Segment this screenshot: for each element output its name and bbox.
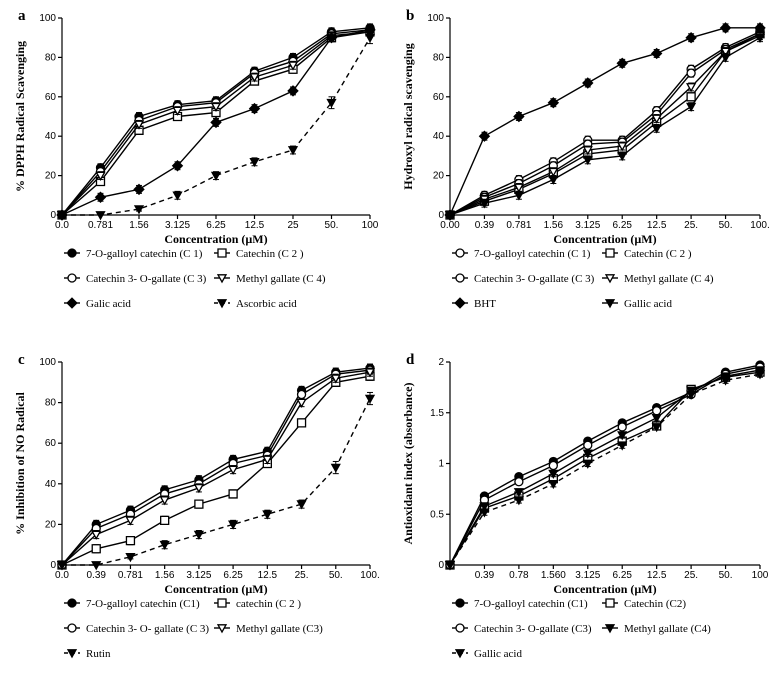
- svg-text:d: d: [406, 352, 415, 368]
- svg-text:60: 60: [45, 438, 57, 449]
- svg-text:Galic acid: Galic acid: [86, 298, 131, 310]
- svg-text:7-O-galloyl catechin (C 1): 7-O-galloyl catechin (C 1): [474, 248, 591, 260]
- svg-text:6.25: 6.25: [612, 570, 632, 581]
- svg-text:100: 100: [39, 357, 56, 368]
- svg-text:12.5: 12.5: [647, 220, 667, 231]
- panel-d: d 0 0.5 1 1.5 2 Antioxidant index (absorbance)…: [401, 352, 769, 660]
- svg-text:Concentration (µM): Concentration (µM): [164, 582, 267, 596]
- svg-text:50.: 50.: [329, 570, 343, 581]
- svg-text:Hydroxyl radical scavenging: Hydroxyl radical scavenging: [401, 43, 415, 189]
- svg-text:Methyl gallate (C3): Methyl gallate (C3): [236, 623, 323, 635]
- svg-text:100.: 100.: [750, 220, 769, 231]
- svg-text:40: 40: [45, 479, 57, 490]
- svg-text:3.125: 3.125: [575, 220, 600, 231]
- svg-text:Gallic acid: Gallic acid: [624, 298, 672, 310]
- svg-text:Concentration (µM): Concentration (µM): [164, 232, 267, 246]
- svg-text:50.: 50.: [719, 570, 733, 581]
- svg-text:Methyl gallate (C 4): Methyl gallate (C 4): [236, 273, 326, 285]
- svg-text:25.: 25.: [295, 570, 309, 581]
- svg-text:40: 40: [433, 131, 445, 142]
- svg-text:Catechin 3- O-gallate (C 3): Catechin 3- O-gallate (C 3): [86, 273, 207, 285]
- svg-text:25: 25: [287, 220, 299, 231]
- svg-text:0.781: 0.781: [506, 220, 531, 231]
- svg-text:% Inhibition of NO Radical: % Inhibition of NO Radical: [13, 391, 27, 534]
- svg-text:0.39: 0.39: [475, 570, 495, 581]
- svg-text:Catechin (C2): Catechin (C2): [624, 598, 686, 610]
- svg-text:25.: 25.: [684, 220, 698, 231]
- svg-text:80: 80: [433, 52, 445, 63]
- svg-text:% DPPH Radical Scavenging: % DPPH Radical Scavenging: [13, 41, 27, 192]
- svg-text:50.: 50.: [325, 220, 339, 231]
- svg-text:Catechin (C 2 ): Catechin (C 2 ): [624, 248, 692, 260]
- svg-text:60: 60: [45, 92, 57, 103]
- svg-text:3.125: 3.125: [186, 570, 211, 581]
- svg-text:1.56: 1.56: [544, 220, 564, 231]
- svg-text:7-O-galloyl catechin (C 1): 7-O-galloyl catechin (C 1): [86, 248, 203, 260]
- svg-text:3.125: 3.125: [165, 220, 190, 231]
- svg-text:20: 20: [45, 171, 57, 182]
- svg-text:Catechin (C 2 ): Catechin (C 2 ): [236, 248, 304, 260]
- svg-text:Gallic acid: Gallic acid: [474, 648, 522, 660]
- svg-text:25.: 25.: [684, 570, 698, 581]
- svg-text:6.25: 6.25: [206, 220, 226, 231]
- svg-text:100.: 100.: [360, 570, 379, 581]
- svg-text:100: 100: [39, 13, 56, 24]
- figure-svg: a 0 20 40 60 80 100 % DPPH Radical Scavenging 0.…: [0, 0, 784, 686]
- svg-text:60: 60: [433, 92, 445, 103]
- svg-text:catechin (C 2 ): catechin (C 2 ): [236, 598, 301, 610]
- svg-text:Concentration (µM): Concentration (µM): [553, 232, 656, 246]
- svg-text:Catechin 3- O- gallate (C 3): Catechin 3- O- gallate (C 3): [86, 623, 209, 635]
- svg-text:20: 20: [45, 519, 57, 530]
- svg-text:b: b: [406, 8, 414, 24]
- svg-text:1.56: 1.56: [129, 220, 149, 231]
- svg-text:Methyl gallate (C4): Methyl gallate (C4): [624, 623, 711, 635]
- panel-a: a020406080100% DPPH Radical Scavenging0.…: [13, 8, 379, 310]
- svg-text:0.78: 0.78: [509, 570, 529, 581]
- svg-text:1.5: 1.5: [430, 408, 444, 419]
- svg-text:6.25: 6.25: [223, 570, 243, 581]
- svg-text:80: 80: [45, 52, 57, 63]
- svg-text:6.25: 6.25: [612, 220, 632, 231]
- svg-text:0.39: 0.39: [86, 570, 106, 581]
- svg-text:12.5: 12.5: [258, 570, 278, 581]
- panel-c: c020406080100% Inhibition of NO Radical0…: [13, 352, 380, 660]
- svg-text:1.56: 1.56: [155, 570, 175, 581]
- svg-text:40: 40: [45, 131, 57, 142]
- svg-text:c: c: [18, 352, 25, 368]
- svg-text:0.781: 0.781: [118, 570, 143, 581]
- svg-text:0.39: 0.39: [475, 220, 495, 231]
- svg-text:12.5: 12.5: [245, 220, 265, 231]
- svg-text:0.781: 0.781: [88, 220, 113, 231]
- svg-text:50.: 50.: [719, 220, 733, 231]
- svg-text:BHT: BHT: [474, 298, 496, 310]
- svg-text:3.125: 3.125: [575, 570, 600, 581]
- panel-b: b020406080100Hydroxyl radical scavenging…: [401, 8, 770, 310]
- svg-text:Catechin 3- O-gallate (C 3): Catechin 3- O-gallate (C 3): [474, 273, 595, 285]
- svg-text:0.00: 0.00: [440, 220, 460, 231]
- svg-text:1: 1: [438, 459, 444, 470]
- svg-text:0.0: 0.0: [55, 570, 69, 581]
- svg-text:100: 100: [362, 220, 379, 231]
- svg-text:100: 100: [427, 13, 444, 24]
- svg-text:Catechin 3- O-gallate (C3): Catechin 3- O-gallate (C3): [474, 623, 592, 635]
- svg-text:100: 100: [752, 570, 769, 581]
- svg-text:1.560: 1.560: [541, 570, 566, 581]
- svg-text:20: 20: [433, 171, 445, 182]
- svg-text:Ascorbic acid: Ascorbic acid: [236, 298, 297, 310]
- svg-text:7-O-galloyl catechin (C1): 7-O-galloyl catechin (C1): [86, 598, 200, 610]
- svg-text:Rutin: Rutin: [86, 648, 111, 660]
- svg-text:Concentration (µM): Concentration (µM): [553, 582, 656, 596]
- svg-text:0.0: 0.0: [55, 220, 69, 231]
- svg-text:7-O-galloyl catechin (C1): 7-O-galloyl catechin (C1): [474, 598, 588, 610]
- svg-text:2: 2: [438, 357, 444, 368]
- svg-text:Methyl gallate (C 4): Methyl gallate (C 4): [624, 273, 714, 285]
- figure-root: { "figure": { "width_px": 784, "height_p…: [0, 0, 784, 686]
- svg-text:12.5: 12.5: [647, 570, 667, 581]
- svg-text:Antioxidant index (absorbance): Antioxidant index (absorbance): [401, 382, 415, 544]
- svg-text:0: 0: [438, 560, 444, 571]
- svg-text:a: a: [18, 8, 26, 24]
- svg-text:80: 80: [45, 398, 57, 409]
- svg-text:0.5: 0.5: [430, 509, 444, 520]
